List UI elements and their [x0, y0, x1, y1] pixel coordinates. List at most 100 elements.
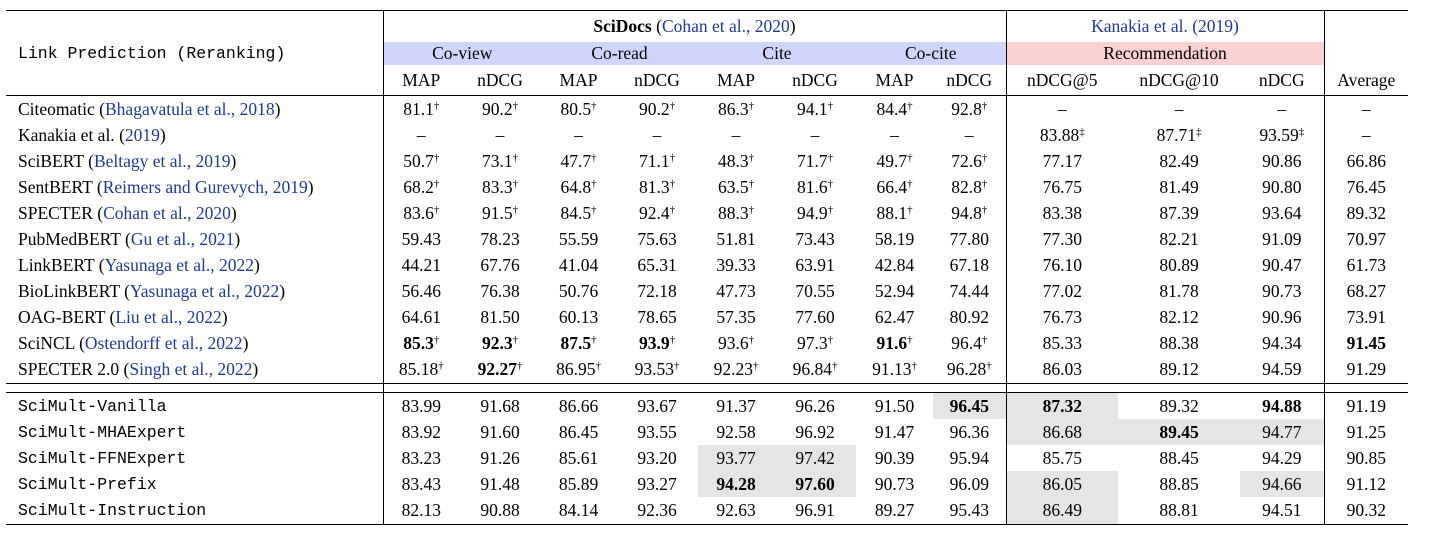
- table-cell: 86.66: [541, 392, 616, 420]
- cell-value: 91.60: [480, 421, 520, 442]
- cell-value: 57.35: [716, 307, 756, 328]
- table-cell: 91.13†: [856, 357, 933, 384]
- citation-link[interactable]: Singh et al., 2022: [129, 359, 253, 380]
- significance-mark: †: [748, 177, 755, 190]
- kanakia-header[interactable]: Kanakia et al. (2019): [1005, 10, 1324, 42]
- table-cell: 50.7†: [382, 148, 459, 175]
- cell-value: 93.64: [1262, 202, 1302, 223]
- table-cell: 93.20: [616, 445, 698, 471]
- cell-value: 86.05: [1042, 473, 1082, 494]
- table-cell: 96.09: [933, 471, 1006, 497]
- table-cell: 90.80: [1240, 174, 1324, 200]
- cell-value: 85.61: [558, 447, 599, 468]
- table-cell: 92.27†: [459, 357, 541, 384]
- citation-link[interactable]: Cohan et al., 2020: [103, 202, 231, 223]
- method-name: Citeomatic: [18, 98, 95, 119]
- table-cell: 94.51: [1240, 497, 1324, 525]
- cell-value: 94.51: [1262, 499, 1302, 520]
- table-cell: –: [856, 122, 933, 148]
- table-cell: 90.2†: [459, 95, 541, 123]
- table-cell: 77.02: [1005, 278, 1118, 305]
- cell-value: 91.29: [1346, 359, 1386, 380]
- cell-value: 77.17: [1042, 150, 1082, 171]
- table-cell: 73.1†: [459, 148, 541, 174]
- cell-value: 82.49: [1159, 150, 1199, 171]
- row-label: SPECTER (Cohan et al., 2020): [18, 202, 237, 223]
- cell-value: 81.50: [480, 307, 520, 328]
- table-cell: 85.89: [541, 471, 616, 497]
- citation-link[interactable]: Gu et al., 2021: [130, 229, 235, 250]
- cell-value: 67.76: [480, 255, 520, 276]
- citation-link[interactable]: Reimers and Gurevych, 2019: [102, 176, 308, 197]
- cell-value: 86.68: [1042, 421, 1082, 442]
- table-cell: –: [774, 122, 856, 148]
- cell-value: 64.8: [560, 176, 592, 197]
- cell-value: 90.39: [874, 447, 915, 468]
- row-label: SentBERT (Reimers and Gurevych, 2019): [18, 176, 314, 197]
- cell-value: 86.3: [717, 98, 749, 119]
- cell-value: 90.80: [1262, 176, 1302, 197]
- table-cell: 96.91: [774, 497, 856, 525]
- cell-value: 47.73: [716, 281, 756, 302]
- significance-mark: †: [748, 203, 755, 216]
- table-row: SciMult-FFNExpert 83.23 91.26 85.61 93.20 93.…: [6, 445, 1408, 472]
- table-cell: –: [698, 122, 774, 148]
- section-separator: [6, 383, 1408, 393]
- table-cell: 73.43: [774, 226, 856, 252]
- cell-value: 67.18: [949, 255, 989, 276]
- table-cell: 48.3†: [698, 148, 774, 174]
- cell-value: 76.10: [1042, 255, 1082, 276]
- table-cell: 81.50: [459, 305, 541, 331]
- scidocs-cite[interactable]: Cohan et al., 2020: [661, 16, 790, 36]
- table-cell: 91.48: [459, 471, 541, 497]
- cell-value: 92.4: [638, 202, 670, 223]
- table-cell: 97.60: [774, 471, 856, 498]
- cell-value: 86.66: [558, 395, 599, 416]
- table-cell: 94.9†: [774, 200, 856, 226]
- table-cell: 84.14: [541, 497, 616, 525]
- significance-mark: †: [516, 360, 523, 373]
- table-cell: 93.53†: [616, 357, 698, 384]
- cell-value: 91.45: [1346, 333, 1386, 354]
- cell-value: 70.55: [795, 281, 835, 302]
- table-cell: 94.59: [1240, 357, 1324, 384]
- table-cell: 86.68: [1005, 419, 1118, 446]
- citation-link[interactable]: Yasunaga et al., 2022: [104, 255, 255, 276]
- column-header: MAP: [559, 69, 598, 90]
- column-header: Average: [1323, 65, 1408, 96]
- cell-value: 95.43: [949, 499, 989, 520]
- citation-link[interactable]: Beltagy et al., 2019: [93, 150, 231, 171]
- table-cell: 87.5†: [541, 331, 616, 357]
- table-cell: 97.3†: [774, 331, 856, 357]
- table-cell: 68.2†: [382, 174, 459, 201]
- cell-value: 90.73: [1262, 281, 1302, 302]
- cell-value: 65.31: [637, 255, 677, 276]
- table-cell: 94.28: [698, 471, 774, 498]
- cell-value: 81.78: [1159, 281, 1199, 302]
- table-row: SciMult-Instruction 82.13 90.88 84.14 92.36 9…: [6, 497, 1408, 525]
- table-cell: 91.19: [1323, 392, 1408, 420]
- cell-value: 83.3: [481, 176, 513, 197]
- cell-value: –: [890, 124, 899, 145]
- table-cell: 71.1†: [616, 148, 698, 174]
- method-name: SciMult-Instruction: [6, 497, 383, 525]
- cell-value: –: [731, 124, 741, 145]
- table-row: SPECTER (Cohan et al., 2020) 83.6† 91.5† 84…: [6, 200, 1408, 227]
- table-row: SPECTER 2.0 (Singh et al., 2022) 85.18† 92…: [6, 356, 1408, 384]
- significance-mark: †: [981, 151, 988, 164]
- cell-value: 88.38: [1159, 333, 1199, 354]
- table-cell: 80.92: [933, 305, 1006, 331]
- cell-value: 82.21: [1159, 229, 1199, 250]
- cell-value: 71.7: [796, 150, 828, 171]
- citation-link[interactable]: 2019: [124, 124, 160, 145]
- table-cell: 51.81: [698, 226, 774, 252]
- table-cell: 81.3†: [616, 174, 698, 200]
- citation-link[interactable]: Bhagavatula et al., 2018: [105, 98, 275, 119]
- table-cell: 83.3†: [459, 174, 541, 200]
- citation-link[interactable]: Yasunaga et al., 2022: [129, 281, 280, 302]
- significance-mark: †: [986, 360, 992, 373]
- citation-link[interactable]: Liu et al., 2022: [115, 307, 222, 328]
- citation-link[interactable]: Ostendorff et al., 2022: [84, 333, 243, 354]
- cell-value: 88.1: [876, 202, 908, 223]
- table-cell: 85.33: [1005, 330, 1118, 357]
